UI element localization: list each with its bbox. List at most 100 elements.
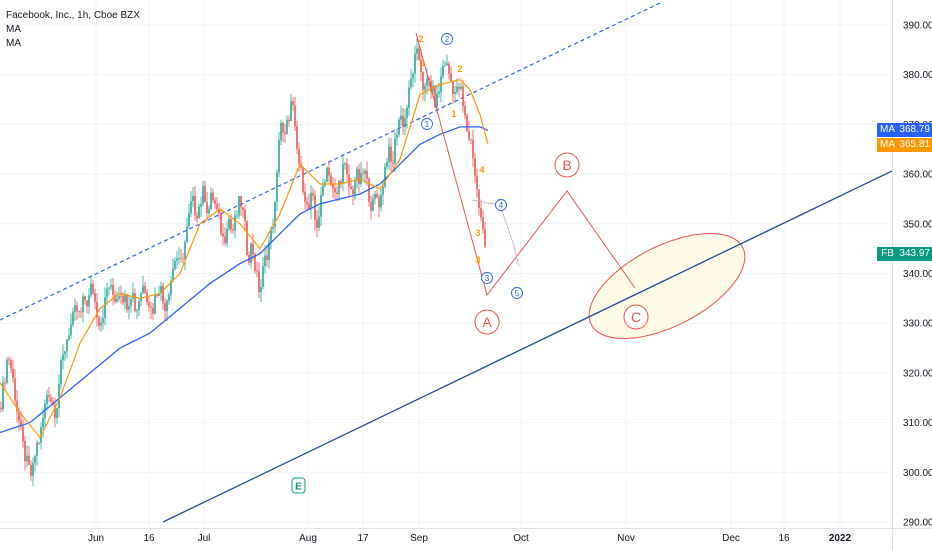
candle-body <box>122 296 124 303</box>
candle-body <box>420 59 422 73</box>
candle-body <box>458 86 460 89</box>
candle-body <box>332 183 334 188</box>
candle-body <box>158 293 160 296</box>
candle-body <box>84 296 86 301</box>
candle-body <box>264 255 266 267</box>
candle-body <box>410 78 412 88</box>
candle-body <box>216 204 218 210</box>
candle-body <box>68 335 70 340</box>
candle-body <box>470 139 472 141</box>
candle-body <box>308 204 310 209</box>
candle-body <box>338 181 340 194</box>
candle-body <box>78 311 80 313</box>
legend-symbol[interactable]: Facebook, Inc., 1h, Cboe BZX <box>6 10 140 21</box>
candle-body <box>472 140 474 159</box>
candle-body <box>226 228 228 244</box>
candle-body <box>138 301 140 311</box>
wave-alt-projection <box>471 199 520 267</box>
candle-body <box>254 254 256 271</box>
candle-body <box>438 91 440 94</box>
candle-body <box>4 382 6 384</box>
x-tick-label: Jul <box>198 533 211 544</box>
candle-body <box>404 117 406 128</box>
candle-body <box>162 285 164 304</box>
candle-body <box>128 306 130 310</box>
candle-body <box>140 292 142 302</box>
candle-body <box>180 257 182 259</box>
candles-layer <box>0 37 486 486</box>
legend-ma-1[interactable]: MA <box>6 24 21 35</box>
candle-body <box>292 100 294 106</box>
candle-body <box>406 107 408 118</box>
candle-body <box>296 126 298 149</box>
y-tick-label: 300.00 <box>903 468 932 479</box>
candle-body <box>352 189 354 195</box>
earnings-marker-box <box>291 477 306 494</box>
candle-body <box>320 194 322 217</box>
x-tick-label: 17 <box>357 533 369 544</box>
candle-body <box>220 212 222 234</box>
x-tick-label: 16 <box>778 533 790 544</box>
channel-trendline-dashed <box>0 1 663 321</box>
x-tick-label: Aug <box>299 533 317 544</box>
trendline-layer <box>0 1 893 523</box>
badge-tag: FB <box>881 247 894 259</box>
candle-body <box>426 78 428 86</box>
wave-count-label: 1 <box>451 109 456 119</box>
wave-alt-label: 1 <box>425 120 430 129</box>
candle-body <box>102 318 104 323</box>
candle-body <box>96 301 98 318</box>
candle-body <box>72 311 74 325</box>
candle-body <box>124 294 126 303</box>
candle-body <box>314 195 316 220</box>
badge-value: 365.81 <box>899 139 930 151</box>
badge-value: 368.79 <box>899 124 930 136</box>
candle-body <box>424 85 426 91</box>
candle-body <box>370 201 372 211</box>
candle-body <box>430 80 432 92</box>
candle-body <box>26 455 28 462</box>
candle-body <box>414 53 416 74</box>
candle-body <box>272 226 274 229</box>
candle-body <box>460 86 462 89</box>
candle-body <box>372 198 374 211</box>
wave-count-label: 4 <box>479 165 484 175</box>
candle-body <box>274 201 276 227</box>
candle-body <box>290 100 292 122</box>
candle-body <box>294 105 296 127</box>
candle-body <box>334 187 336 193</box>
chart-grid <box>0 0 892 528</box>
candle-body <box>422 72 424 91</box>
wave-major-circle <box>554 152 580 178</box>
candle-body <box>200 203 202 207</box>
y-tick-label: 330.00 <box>903 319 932 330</box>
candle-body <box>146 292 148 303</box>
candle-body <box>50 397 52 402</box>
candle-body <box>214 200 216 205</box>
candle-body <box>208 208 210 213</box>
ma-fast-line <box>0 79 489 439</box>
candle-body <box>242 207 244 210</box>
legend-ma-2[interactable]: MA <box>6 38 21 49</box>
target-zone-ellipse <box>588 232 746 340</box>
candle-body <box>28 455 30 465</box>
candle-body <box>150 307 152 309</box>
wave-major-label: C <box>631 309 641 325</box>
candle-body <box>202 185 204 204</box>
wave-major-circle <box>623 304 649 330</box>
candle-body <box>54 405 56 419</box>
price-badge-last: FB 343.97 <box>877 246 932 261</box>
candle-body <box>92 283 94 294</box>
candle-body <box>194 195 196 216</box>
candle-body <box>318 216 320 228</box>
wave-count-label: 3 <box>475 228 480 238</box>
candle-body <box>36 442 38 456</box>
candle-body <box>230 218 232 230</box>
candle-body <box>360 172 362 185</box>
candle-body <box>286 119 288 134</box>
candle-body <box>206 201 208 213</box>
candle-body <box>174 260 176 269</box>
x-tick-label: Oct <box>513 533 529 544</box>
candle-body <box>390 146 392 163</box>
